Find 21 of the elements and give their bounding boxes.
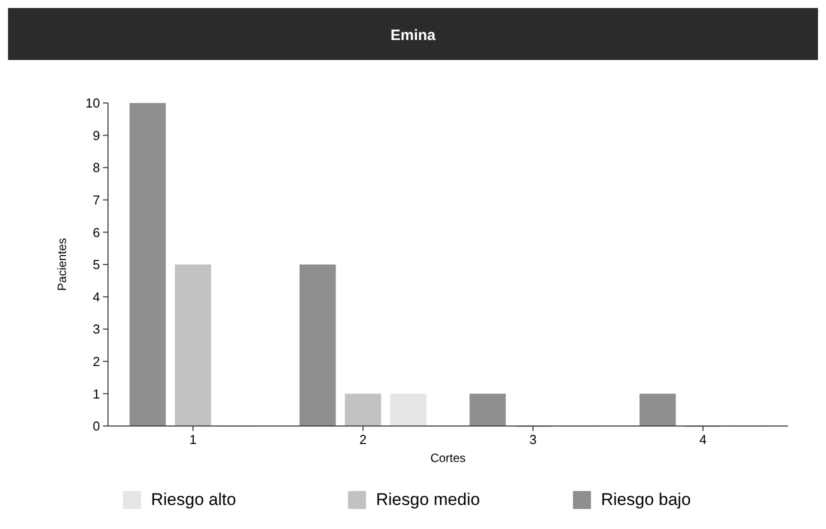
legend-label: Riesgo alto bbox=[151, 490, 236, 509]
x-axis-title: Cortes bbox=[430, 451, 466, 465]
y-tick-label: 3 bbox=[92, 322, 100, 337]
x-tick-label: 3 bbox=[529, 432, 537, 447]
y-tick-label: 2 bbox=[92, 354, 100, 369]
x-tick-label: 2 bbox=[359, 432, 367, 447]
y-tick-label: 10 bbox=[86, 96, 100, 111]
y-axis-title: Pacientes bbox=[55, 238, 69, 291]
legend-label: Riesgo bajo bbox=[601, 490, 691, 509]
y-tick-label: 1 bbox=[92, 386, 100, 402]
y-tick-label: 9 bbox=[92, 128, 100, 143]
y-tick-label: 4 bbox=[92, 289, 100, 304]
y-tick-label: 7 bbox=[92, 192, 100, 208]
y-tick-label: 5 bbox=[92, 257, 100, 272]
y-tick-label: 8 bbox=[92, 160, 100, 176]
x-tick-label: 4 bbox=[699, 432, 707, 447]
y-tick-label: 0 bbox=[92, 418, 100, 434]
y-tick-label: 6 bbox=[92, 224, 100, 240]
chart-title: Emina bbox=[390, 27, 436, 44]
legend-label: Riesgo medio bbox=[376, 490, 480, 509]
x-tick-label: 1 bbox=[189, 432, 197, 447]
